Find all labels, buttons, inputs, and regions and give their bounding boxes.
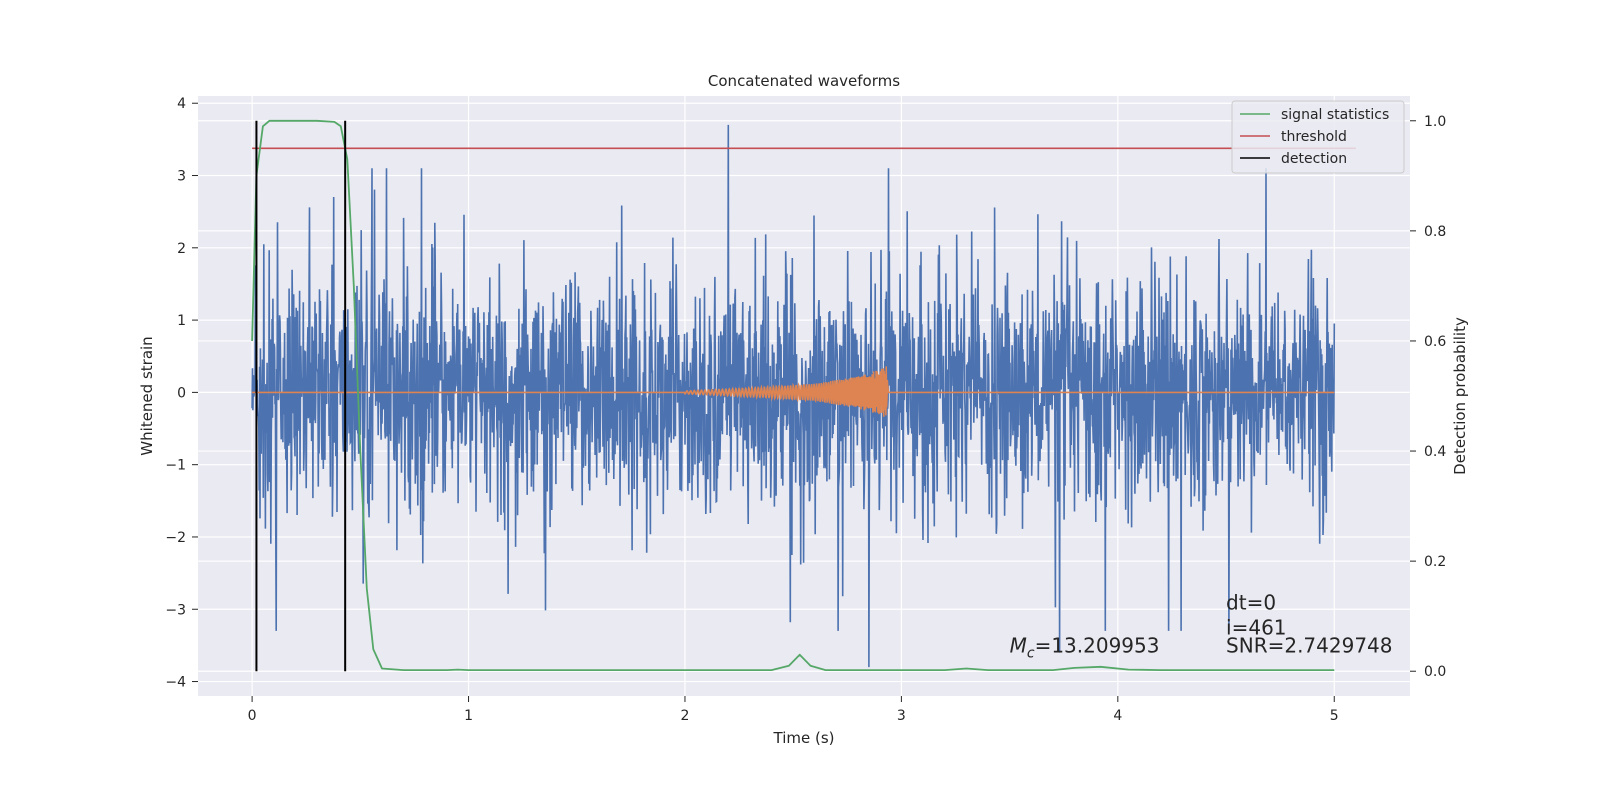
y-left-axis-ticks: −4 −3 −2 −1 0 1 2 3 4: [165, 96, 198, 691]
x-tick-label: 2: [681, 708, 690, 724]
signal-statistics-line: [251, 119, 1335, 671]
y-right-tick-label: 1.0: [1424, 114, 1446, 130]
signal-statistics-series: [251, 119, 1335, 671]
annotation-i: i=461: [1226, 616, 1287, 640]
y-right-axis-label: Detection probability: [1451, 317, 1469, 475]
y-right-axis-ticks: 0.0 0.2 0.4 0.6 0.8 1.0: [1410, 114, 1446, 680]
y-left-tick-label: −1: [165, 458, 186, 474]
y-left-axis-label: Whitened strain: [138, 336, 156, 455]
noise-series: [251, 124, 1336, 668]
annotation-chirp-mass-subscript: c: [1027, 646, 1035, 662]
noise-line: [251, 124, 1336, 668]
y-left-tick-label: 3: [177, 169, 186, 185]
y-left-tick-label: 0: [177, 385, 186, 401]
annotation-chirp-mass-symbol: M: [1010, 634, 1027, 658]
annotation-snr: SNR=2.7429748: [1226, 634, 1392, 658]
y-right-tick-label: 0.2: [1424, 554, 1446, 570]
x-axis-ticks: 0 1 2 3 4 5: [248, 696, 1339, 724]
annotation-chirp-mass-value: =13.209953: [1035, 634, 1160, 658]
x-tick-label: 0: [248, 708, 257, 724]
x-tick-label: 3: [897, 708, 906, 724]
injected-waveform-line: [252, 366, 1335, 417]
annotations: dt=0 i=461 SNR=2.7429748 Mc=13.209953: [1010, 590, 1393, 661]
y-left-tick-label: −2: [165, 530, 186, 546]
y-left-tick-label: −4: [165, 675, 186, 691]
detection-series: [255, 120, 347, 672]
x-tick-label: 5: [1330, 708, 1339, 724]
y-right-tick-label: 0.6: [1424, 334, 1446, 350]
legend-label-detection: detection: [1281, 151, 1347, 167]
annotation-dt: dt=0: [1226, 590, 1276, 614]
legend: signal statistics threshold detection: [1231, 100, 1405, 174]
chart-title: Concatenated waveforms: [708, 72, 900, 90]
y-right-tick-label: 0.4: [1424, 444, 1446, 460]
legend-label-signal-statistics: signal statistics: [1281, 107, 1389, 123]
y-left-tick-label: −3: [165, 602, 186, 618]
y-left-tick-label: 1: [177, 313, 186, 329]
y-left-tick-label: 2: [177, 241, 186, 257]
y-right-tick-label: 0.8: [1424, 224, 1446, 240]
y-right-tick-label: 0.0: [1424, 664, 1446, 680]
y-left-tick-label: 4: [177, 96, 186, 112]
legend-label-threshold: threshold: [1281, 129, 1347, 145]
legend-box: [1231, 100, 1405, 174]
x-tick-label: 1: [464, 708, 473, 724]
injected-waveform-series: [252, 366, 1335, 417]
x-axis-label: Time (s): [773, 729, 835, 747]
x-tick-label: 4: [1113, 708, 1122, 724]
annotation-chirp-mass: Mc=13.209953: [1010, 634, 1160, 662]
